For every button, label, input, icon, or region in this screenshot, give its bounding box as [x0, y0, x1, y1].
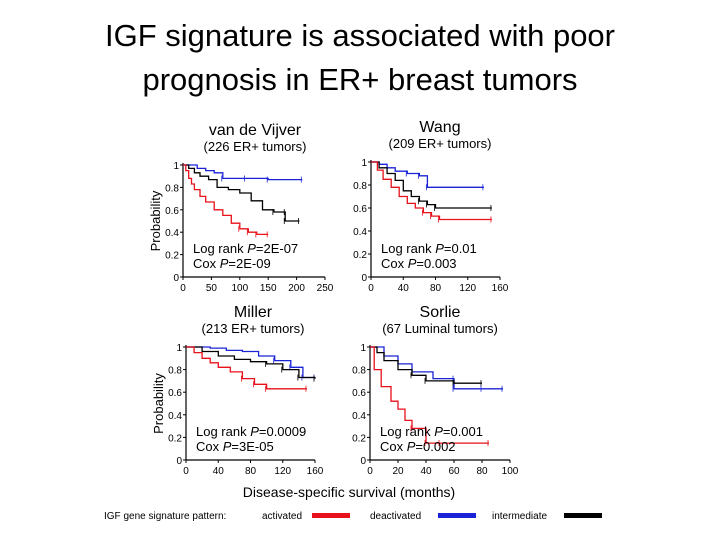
logrank-annotation: Log rank P=0.001 — [380, 424, 483, 439]
legend-label-intermediate: intermediate — [492, 511, 547, 522]
x-tick-label: 20 — [392, 466, 404, 477]
logrank-annotation: Log rank P=2E-07 — [193, 241, 298, 256]
x-tick-label: 100 — [231, 283, 248, 294]
y-tick-label: 0.2 — [168, 433, 182, 444]
legend-label-deactivated: deactivated — [370, 511, 421, 522]
y-tick-label: 0 — [360, 456, 366, 467]
y-axis-label: Probability — [148, 190, 163, 251]
x-tick-label: 50 — [206, 283, 218, 294]
y-tick-label: 0.2 — [353, 250, 367, 261]
y-tick-label: 0.4 — [353, 227, 367, 238]
legend-label-activated: activated — [262, 511, 302, 522]
logrank-annotation: Log rank P=0.0009 — [196, 424, 306, 439]
curve-deactivated — [183, 164, 303, 181]
y-tick-label: 1 — [176, 343, 182, 354]
panel-subtitle: (226 ER+ tumors) — [204, 139, 307, 154]
x-tick-label: 80 — [430, 283, 442, 294]
x-tick-label: 80 — [476, 466, 488, 477]
y-tick-label: 0.8 — [352, 366, 366, 377]
y-tick-label: 0 — [361, 273, 367, 284]
legend-swatch-activated — [312, 513, 350, 518]
x-tick-label: 40 — [398, 283, 410, 294]
curve-intermediate — [370, 346, 482, 384]
km-panel-van-de-vijver: van de Vijver(226 ER+ tumors) 0 0.2 0.4 0.6 0… — [148, 122, 334, 294]
y-axis-label: Probability — [151, 373, 166, 434]
y-tick-label: 0.8 — [353, 181, 367, 192]
x-tick-label: 100 — [502, 466, 519, 477]
y-tick-label: 1 — [361, 158, 367, 169]
cox-annotation: Cox P=2E-09 — [193, 256, 271, 271]
panel-title: Miller — [234, 304, 273, 321]
slide-title: IGF signature is associated with poor pr… — [0, 14, 720, 102]
y-tick-label: 0.4 — [168, 411, 182, 422]
slide-title-line-1: IGF signature is associated with poor — [104, 18, 616, 53]
x-tick-label: 0 — [367, 466, 373, 477]
curve-deactivated — [186, 346, 315, 379]
x-tick-label: 40 — [213, 466, 225, 477]
y-tick-label: 0.2 — [165, 251, 179, 262]
x-tick-label: 80 — [245, 466, 257, 477]
y-tick-label: 0.4 — [165, 228, 179, 239]
curve-intermediate — [371, 161, 492, 209]
x-tick-label: 250 — [317, 283, 334, 294]
slide-title-line-2: prognosis in ER+ breast tumors — [142, 62, 578, 97]
y-tick-label: 0.2 — [352, 433, 366, 444]
panel-subtitle: (209 ER+ tumors) — [389, 136, 492, 151]
curve-intermediate — [183, 164, 300, 222]
x-tick-label: 160 — [492, 283, 509, 294]
y-tick-label: 0.6 — [168, 388, 182, 399]
x-tick-label: 120 — [274, 466, 291, 477]
y-tick-label: 0.6 — [352, 388, 366, 399]
logrank-annotation: Log rank P=0.01 — [381, 241, 477, 256]
x-tick-label: 150 — [260, 283, 277, 294]
panel-title: Wang — [419, 119, 460, 136]
x-tick-label: 0 — [183, 466, 189, 477]
y-tick-label: 0.6 — [165, 206, 179, 217]
x-tick-label: 120 — [459, 283, 476, 294]
panel-subtitle: (67 Luminal tumors) — [382, 321, 498, 336]
curve-activated — [371, 161, 492, 221]
x-tick-label: 40 — [420, 466, 432, 477]
x-tick-label: 160 — [307, 466, 324, 477]
y-tick-label: 0 — [173, 273, 179, 284]
curve-deactivated — [371, 161, 484, 188]
legend-prefix: IGF gene signature pattern: — [104, 511, 226, 522]
x-tick-label: 200 — [288, 283, 305, 294]
curve-activated — [186, 346, 307, 390]
km-panel-miller: Miller(213 ER+ tumors) 0 0.2 0.4 0.6 0.8 1 0 40 8… — [151, 304, 324, 477]
km-panel-sorlie: Sorlie(67 Luminal tumors)00.20.40.60.810… — [352, 304, 519, 477]
cox-annotation: Cox P=3E-05 — [196, 439, 274, 454]
y-tick-label: 1 — [173, 161, 179, 172]
panel-subtitle: (213 ER+ tumors) — [202, 321, 305, 336]
curve-deactivated — [370, 346, 503, 390]
curve-activated — [183, 164, 269, 236]
legend-swatch-deactivated — [438, 513, 476, 518]
cox-annotation: Cox P=0.003 — [381, 256, 457, 271]
y-tick-label: 0.6 — [353, 204, 367, 215]
km-panel-wang: Wang(209 ER+ tumors) 0 0.2 0.4 0.6 0.8 1 0 40 80 1… — [353, 119, 509, 294]
y-tick-label: 0.4 — [352, 411, 366, 422]
y-tick-label: 0.8 — [168, 366, 182, 377]
legend: IGF gene signature pattern: activated de… — [104, 511, 602, 522]
x-tick-label: 60 — [448, 466, 460, 477]
shared-x-axis-label: Disease-specific survival (months) — [243, 484, 455, 500]
curve-intermediate — [186, 346, 316, 379]
y-tick-label: 0.8 — [165, 183, 179, 194]
y-tick-label: 1 — [360, 343, 366, 354]
legend-swatch-intermediate — [564, 513, 602, 518]
x-tick-label: 0 — [368, 283, 374, 294]
panel-title: Sorlie — [420, 304, 461, 321]
x-tick-label: 0 — [180, 283, 186, 294]
panel-title: van de Vijver — [209, 122, 302, 139]
curve-activated — [370, 346, 489, 444]
y-tick-label: 0 — [176, 456, 182, 467]
cox-annotation: Cox P=0.002 — [380, 439, 456, 454]
